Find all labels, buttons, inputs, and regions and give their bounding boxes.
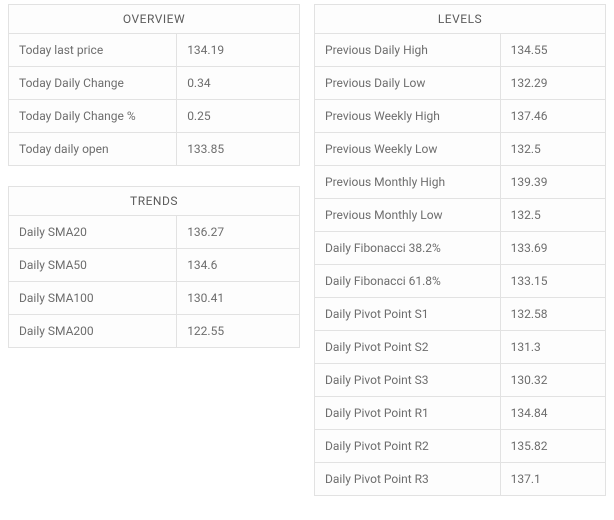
table-row: Daily Fibonacci 61.8% 133.15 xyxy=(315,265,605,298)
row-value: 139.39 xyxy=(501,166,605,198)
levels-table: LEVELS Previous Daily High 134.55 Previo… xyxy=(314,4,606,496)
row-value: 134.6 xyxy=(177,249,299,281)
row-value: 0.25 xyxy=(177,100,299,132)
table-row: Today Daily Change % 0.25 xyxy=(9,100,299,133)
table-row: Previous Monthly Low 132.5 xyxy=(315,199,605,232)
table-row: Daily Pivot Point S1 132.58 xyxy=(315,298,605,331)
row-label: Today last price xyxy=(9,34,177,66)
row-value: 132.5 xyxy=(501,199,605,231)
table-row: Today daily open 133.85 xyxy=(9,133,299,165)
row-label: Daily SMA20 xyxy=(9,216,177,248)
row-value: 132.29 xyxy=(501,67,605,99)
table-row: Daily Pivot Point S2 131.3 xyxy=(315,331,605,364)
row-label: Daily SMA50 xyxy=(9,249,177,281)
row-value: 132.58 xyxy=(501,298,605,330)
overview-title: OVERVIEW xyxy=(9,5,299,34)
right-column: LEVELS Previous Daily High 134.55 Previo… xyxy=(314,4,606,516)
table-row: Daily Pivot Point R2 135.82 xyxy=(315,430,605,463)
levels-title: LEVELS xyxy=(315,5,605,34)
row-value: 137.46 xyxy=(501,100,605,132)
table-row: Previous Daily Low 132.29 xyxy=(315,67,605,100)
row-label: Previous Monthly Low xyxy=(315,199,501,231)
row-value: 133.69 xyxy=(501,232,605,264)
row-label: Daily SMA100 xyxy=(9,282,177,314)
row-label: Previous Weekly Low xyxy=(315,133,501,165)
row-label: Daily Pivot Point R2 xyxy=(315,430,501,462)
row-value: 122.55 xyxy=(177,315,299,347)
row-label: Daily Pivot Point S3 xyxy=(315,364,501,396)
table-row: Daily SMA20 136.27 xyxy=(9,216,299,249)
left-column: OVERVIEW Today last price 134.19 Today D… xyxy=(8,4,300,516)
row-label: Today Daily Change xyxy=(9,67,177,99)
row-label: Daily Pivot Point S2 xyxy=(315,331,501,363)
table-row: Previous Weekly Low 132.5 xyxy=(315,133,605,166)
row-value: 134.19 xyxy=(177,34,299,66)
table-row: Daily Pivot Point S3 130.32 xyxy=(315,364,605,397)
table-row: Daily Pivot Point R1 134.84 xyxy=(315,397,605,430)
row-value: 133.15 xyxy=(501,265,605,297)
row-label: Daily Fibonacci 61.8% xyxy=(315,265,501,297)
trends-title: TRENDS xyxy=(9,187,299,216)
row-label: Today Daily Change % xyxy=(9,100,177,132)
table-row: Previous Weekly High 137.46 xyxy=(315,100,605,133)
row-value: 134.55 xyxy=(501,34,605,66)
row-value: 130.41 xyxy=(177,282,299,314)
row-label: Daily Pivot Point S1 xyxy=(315,298,501,330)
table-row: Daily Fibonacci 38.2% 133.69 xyxy=(315,232,605,265)
overview-table: OVERVIEW Today last price 134.19 Today D… xyxy=(8,4,300,166)
row-label: Daily SMA200 xyxy=(9,315,177,347)
row-label: Previous Monthly High xyxy=(315,166,501,198)
row-label: Previous Daily Low xyxy=(315,67,501,99)
row-label: Daily Fibonacci 38.2% xyxy=(315,232,501,264)
row-value: 130.32 xyxy=(501,364,605,396)
table-row: Previous Daily High 134.55 xyxy=(315,34,605,67)
row-value: 135.82 xyxy=(501,430,605,462)
row-value: 133.85 xyxy=(177,133,299,165)
row-value: 136.27 xyxy=(177,216,299,248)
table-row: Daily SMA100 130.41 xyxy=(9,282,299,315)
trends-table: TRENDS Daily SMA20 136.27 Daily SMA50 13… xyxy=(8,186,300,348)
row-value: 137.1 xyxy=(501,463,605,495)
table-row: Previous Monthly High 139.39 xyxy=(315,166,605,199)
table-row: Today Daily Change 0.34 xyxy=(9,67,299,100)
row-label: Daily Pivot Point R3 xyxy=(315,463,501,495)
table-row: Daily SMA200 122.55 xyxy=(9,315,299,347)
row-label: Previous Daily High xyxy=(315,34,501,66)
table-row: Daily SMA50 134.6 xyxy=(9,249,299,282)
table-row: Today last price 134.19 xyxy=(9,34,299,67)
row-label: Previous Weekly High xyxy=(315,100,501,132)
row-value: 131.3 xyxy=(501,331,605,363)
row-label: Today daily open xyxy=(9,133,177,165)
row-label: Daily Pivot Point R1 xyxy=(315,397,501,429)
row-value: 0.34 xyxy=(177,67,299,99)
row-value: 132.5 xyxy=(501,133,605,165)
row-value: 134.84 xyxy=(501,397,605,429)
table-row: Daily Pivot Point R3 137.1 xyxy=(315,463,605,495)
